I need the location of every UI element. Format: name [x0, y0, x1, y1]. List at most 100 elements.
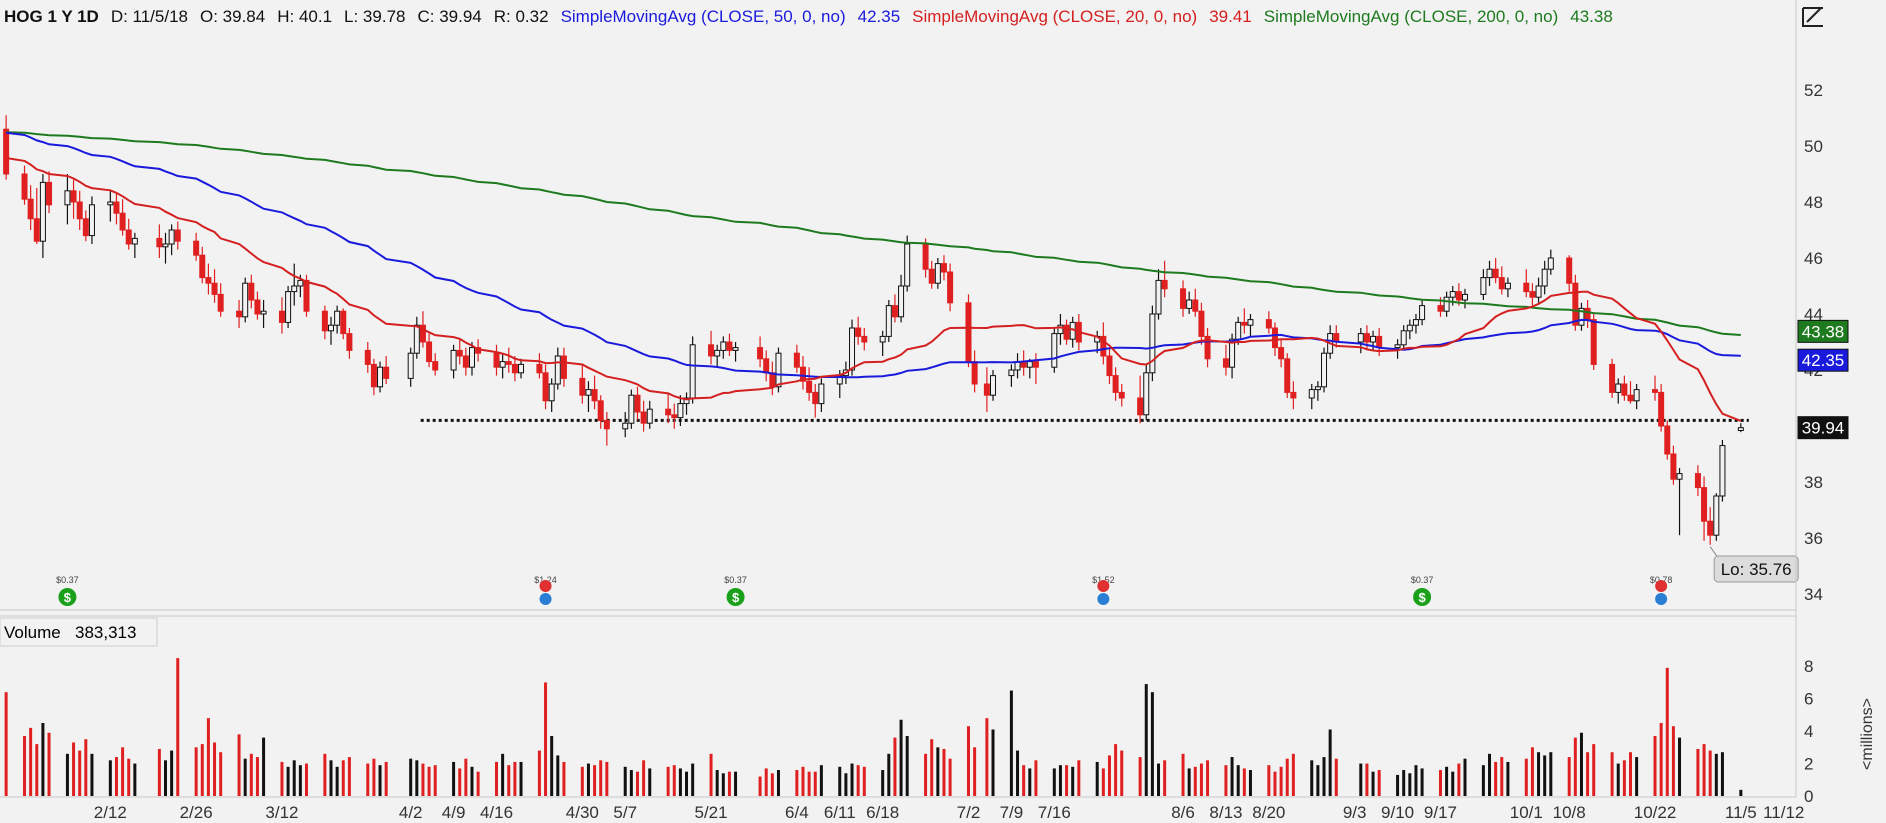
- volume-bar[interactable]: [813, 771, 817, 796]
- candle[interactable]: [505, 347, 512, 373]
- volume-bar[interactable]: [1206, 760, 1210, 796]
- candle[interactable]: [1492, 258, 1499, 284]
- candle[interactable]: [377, 361, 384, 393]
- candle[interactable]: [793, 344, 800, 373]
- candle[interactable]: [107, 190, 114, 222]
- volume-bar[interactable]: [893, 737, 897, 796]
- candle[interactable]: [1719, 440, 1726, 502]
- candle[interactable]: [603, 412, 610, 446]
- volume-bar[interactable]: [642, 760, 646, 796]
- volume-bar[interactable]: [1163, 760, 1167, 796]
- candle[interactable]: [1198, 302, 1205, 345]
- volume-bar[interactable]: [1543, 755, 1547, 796]
- sma-50-line[interactable]: [5, 131, 1741, 379]
- volume-bar[interactable]: [1120, 750, 1124, 796]
- volume-bar[interactable]: [1396, 774, 1400, 796]
- candle[interactable]: [1069, 316, 1076, 348]
- volume-bar[interactable]: [1144, 684, 1148, 796]
- candle[interactable]: [39, 174, 46, 258]
- volume-panel[interactable]: [4, 658, 1743, 796]
- volume-bar[interactable]: [384, 761, 388, 796]
- volume-bar[interactable]: [409, 758, 413, 796]
- volume-bar[interactable]: [1494, 761, 1498, 796]
- candle[interactable]: [1149, 305, 1156, 382]
- volume-bar[interactable]: [776, 770, 780, 796]
- volume-bar[interactable]: [599, 760, 603, 796]
- candle[interactable]: [119, 199, 126, 236]
- volume-bar[interactable]: [421, 763, 425, 796]
- volume-bar[interactable]: [427, 766, 431, 796]
- candle[interactable]: [1143, 364, 1150, 421]
- volume-bar[interactable]: [1248, 770, 1252, 796]
- candle[interactable]: [861, 328, 868, 351]
- candle[interactable]: [1265, 311, 1272, 334]
- volume-bar[interactable]: [1537, 752, 1541, 796]
- volume-bar[interactable]: [1445, 766, 1449, 796]
- volume-bar[interactable]: [341, 760, 345, 796]
- volume-bar[interactable]: [1016, 750, 1020, 796]
- candle[interactable]: [511, 356, 518, 382]
- volume-bar[interactable]: [372, 758, 376, 796]
- volume-bar[interactable]: [1635, 757, 1639, 796]
- volume-bar[interactable]: [924, 753, 928, 796]
- candle[interactable]: [1676, 468, 1683, 536]
- candle[interactable]: [33, 188, 40, 244]
- candle[interactable]: [64, 174, 71, 225]
- volume-bar[interactable]: [721, 773, 725, 796]
- volume-bar[interactable]: [114, 757, 118, 796]
- volume-bar[interactable]: [194, 747, 198, 796]
- volume-bar[interactable]: [157, 748, 161, 796]
- candle[interactable]: [536, 353, 543, 379]
- candle[interactable]: [193, 232, 200, 261]
- candle[interactable]: [254, 291, 261, 320]
- volume-bar[interactable]: [1739, 789, 1743, 796]
- volume-bar[interactable]: [685, 771, 689, 796]
- candle[interactable]: [432, 353, 439, 376]
- candle[interactable]: [585, 381, 592, 412]
- candle[interactable]: [1008, 364, 1015, 387]
- volume-bar[interactable]: [1665, 667, 1669, 796]
- volume-bar[interactable]: [213, 742, 217, 796]
- candle[interactable]: [1461, 288, 1468, 309]
- volume-bar[interactable]: [78, 750, 82, 796]
- candle[interactable]: [1161, 260, 1168, 298]
- candle[interactable]: [46, 171, 53, 214]
- volume-bar[interactable]: [1187, 768, 1191, 796]
- volume-bar[interactable]: [1628, 752, 1632, 796]
- volume-bar[interactable]: [562, 761, 566, 796]
- candle[interactable]: [1400, 325, 1407, 351]
- candle[interactable]: [1621, 375, 1628, 401]
- volume-bar[interactable]: [329, 760, 333, 796]
- drawing-tool-icon[interactable]: [1802, 7, 1823, 27]
- volume-bar[interactable]: [899, 719, 903, 796]
- volume-bar[interactable]: [1107, 755, 1111, 796]
- candle[interactable]: [898, 274, 905, 323]
- volume-bar[interactable]: [991, 729, 995, 796]
- candle[interactable]: [1701, 476, 1708, 541]
- volume-bar[interactable]: [1328, 729, 1332, 796]
- candle[interactable]: [849, 319, 856, 376]
- volume-bar[interactable]: [292, 760, 296, 796]
- candle[interactable]: [1584, 300, 1591, 328]
- candle[interactable]: [1627, 381, 1634, 404]
- volume-bar[interactable]: [1524, 758, 1528, 796]
- volume-bar[interactable]: [1077, 760, 1081, 796]
- volume-bar[interactable]: [1530, 747, 1534, 796]
- candle[interactable]: [217, 283, 224, 317]
- volume-bar[interactable]: [1488, 753, 1492, 796]
- candle[interactable]: [885, 300, 892, 342]
- candle[interactable]: [242, 277, 249, 323]
- candle[interactable]: [554, 347, 561, 390]
- candle[interactable]: [1529, 283, 1536, 306]
- candle[interactable]: [671, 403, 678, 429]
- candle[interactable]: [468, 342, 475, 376]
- candle[interactable]: [934, 258, 941, 289]
- volume-bar[interactable]: [1028, 768, 1032, 796]
- volume-bar[interactable]: [537, 750, 541, 796]
- volume-bar[interactable]: [452, 761, 456, 796]
- candle[interactable]: [370, 358, 377, 396]
- volume-bar[interactable]: [758, 776, 762, 796]
- candle[interactable]: [211, 269, 218, 303]
- volume-bar[interactable]: [495, 761, 499, 796]
